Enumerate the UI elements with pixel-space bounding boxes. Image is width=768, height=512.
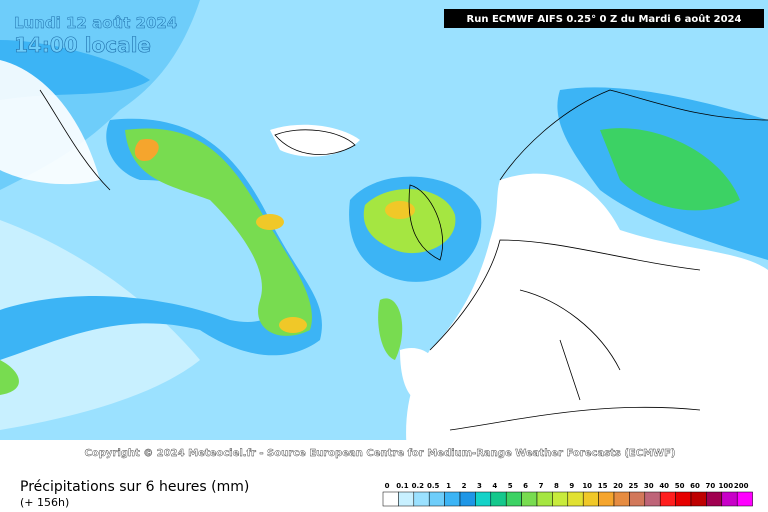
legend-label: 3 — [477, 482, 482, 490]
legend-swatch — [536, 491, 553, 507]
legend-swatch — [398, 491, 415, 507]
legend-swatch — [490, 491, 507, 507]
legend-label: 20 — [613, 482, 623, 490]
run-box — [444, 9, 764, 28]
legend-label: 60 — [690, 482, 700, 490]
legend-label: 10 — [582, 482, 592, 490]
legend-swatch — [428, 491, 445, 507]
legend-swatch — [459, 491, 476, 507]
legend-swatch — [382, 491, 399, 507]
legend-label: 5 — [508, 482, 513, 490]
coastlines — [39, 89, 768, 431]
legend-label: 15 — [598, 482, 608, 490]
copyright: Copyright © 2024 Meteociel.fr - Source E… — [85, 448, 676, 459]
legend-swatch — [598, 491, 615, 507]
forecast-date: Lundi 12 août 2024 — [14, 14, 177, 32]
run-info: Run ECMWF AIFS 0.25° 0 Z du Mardi 6 août… — [467, 13, 742, 25]
legend-swatch — [736, 491, 753, 507]
legend-label: 4 — [492, 482, 497, 490]
legend-label: 6 — [523, 482, 528, 490]
land-dry — [0, 60, 768, 472]
legend-swatch — [629, 491, 646, 507]
legend-swatch — [521, 491, 538, 507]
legend-label: 0.1 — [396, 482, 409, 490]
legend-swatch — [413, 491, 430, 507]
legend-swatch — [721, 491, 738, 507]
legend-label: 2 — [462, 482, 467, 490]
precip-fields — [0, 0, 768, 430]
legend-label: 100 — [718, 482, 733, 490]
legend-swatch — [644, 491, 661, 507]
legend-swatch — [505, 491, 522, 507]
legend-swatch — [690, 491, 707, 507]
legend-label: 9 — [569, 482, 574, 490]
legend-swatch — [582, 491, 599, 507]
legend-swatch — [706, 491, 723, 507]
legend-label: 0.2 — [412, 482, 425, 490]
forecast-time: 14:00 locale — [14, 33, 151, 57]
legend-label: 30 — [644, 482, 654, 490]
legend-label: 7 — [539, 482, 544, 490]
legend-label: 25 — [629, 482, 639, 490]
legend-swatch — [675, 491, 692, 507]
legend-swatch — [567, 491, 584, 507]
legend-swatch — [444, 491, 461, 507]
legend-swatch — [659, 491, 676, 507]
legend: 0 0.1 0.2 0.5 1 2 3 4 5 6 7 8 9 10 15 20 25 30 40 50 60 70 100… — [382, 482, 753, 507]
legend-label: 70 — [706, 482, 716, 490]
legend-label: 1 — [446, 482, 451, 490]
legend-swatch — [613, 491, 630, 507]
footer-title: Précipitations sur 6 heures (mm) — [20, 479, 249, 495]
legend-label: 8 — [554, 482, 559, 490]
legend-label: 40 — [659, 482, 669, 490]
legend-swatch — [552, 491, 569, 507]
legend-swatch — [475, 491, 492, 507]
legend-label: 200 — [734, 482, 749, 490]
legend-label: 0 — [385, 482, 390, 490]
legend-label: 0.5 — [427, 482, 440, 490]
legend-label: 50 — [675, 482, 685, 490]
footer-lead: (+ 156h) — [20, 496, 69, 509]
